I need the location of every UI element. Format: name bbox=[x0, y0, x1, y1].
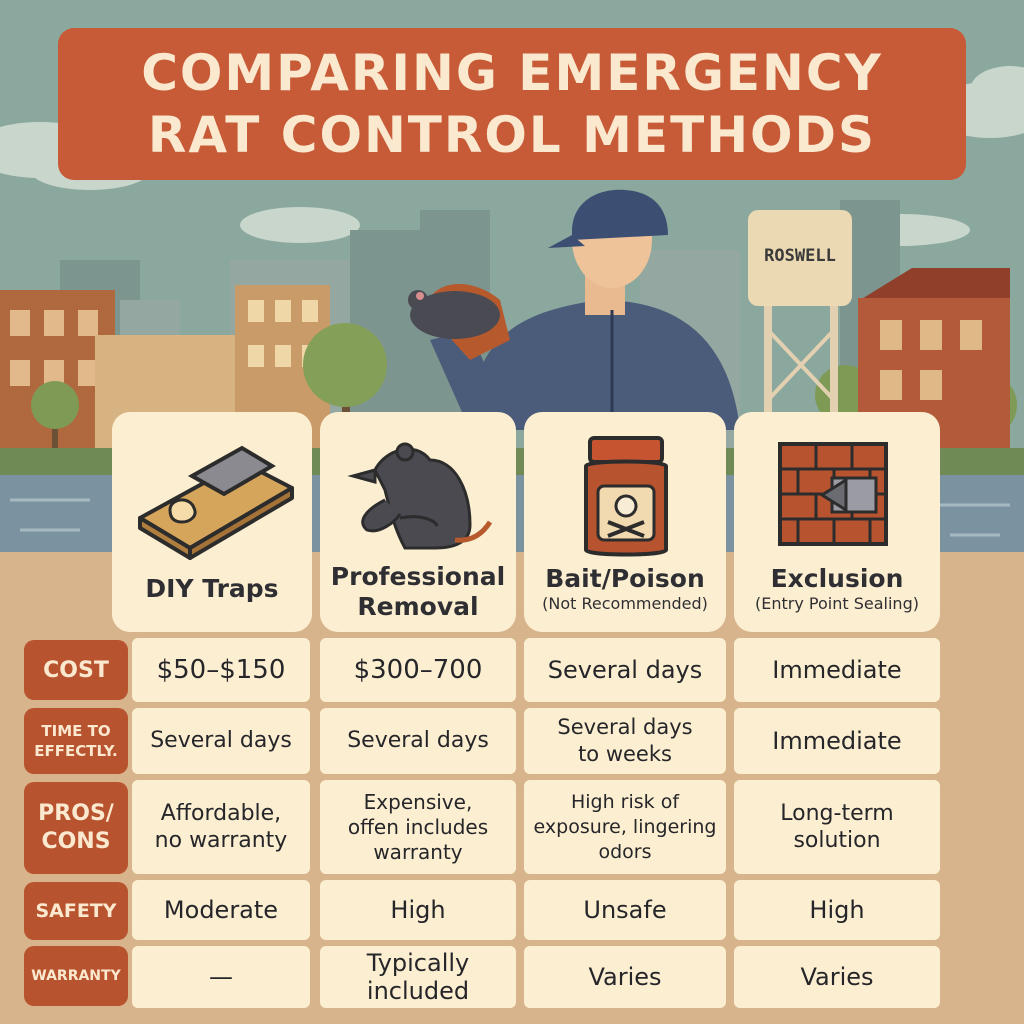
table-cell: Unsafe bbox=[524, 880, 726, 940]
column-header-bait-poison: Bait/Poison (Not Recommended) bbox=[524, 564, 726, 614]
column-title: Exclusion bbox=[770, 564, 904, 593]
table-cell: Expensive, offen includes warranty bbox=[320, 780, 516, 874]
table-cell: Several days bbox=[524, 638, 726, 702]
column-title: DIY Traps bbox=[145, 574, 279, 603]
table-cell: Several days bbox=[320, 708, 516, 774]
table-cell: Long-term solution bbox=[734, 780, 940, 874]
table-cell: Moderate bbox=[132, 880, 310, 940]
row-label-time: TIME TO EFFECTLY. bbox=[24, 708, 128, 774]
table-cell: Varies bbox=[734, 946, 940, 1008]
table-cell: Immediate bbox=[734, 638, 940, 702]
table-cell: Varies bbox=[524, 946, 726, 1008]
column-header-professional-removal: Professional Removal bbox=[320, 562, 516, 622]
table-cell: $300–700 bbox=[320, 638, 516, 702]
row-label-cost: COST bbox=[24, 640, 128, 700]
table-cell: High bbox=[734, 880, 940, 940]
water-tower-sign: ROSWELL bbox=[764, 246, 836, 266]
column-subtitle: (Not Recommended) bbox=[542, 594, 708, 613]
column-header-exclusion: Exclusion (Entry Point Sealing) bbox=[734, 564, 940, 614]
table-cell: Typically included bbox=[320, 946, 516, 1008]
table-cell: High risk of exposure, lingering odors bbox=[524, 780, 726, 874]
row-label-pros-cons: PROS/ CONS bbox=[24, 782, 128, 874]
column-title: Bait/Poison bbox=[545, 564, 705, 593]
title-banner: COMPARING EMERGENCY RAT CONTROL METHODS bbox=[58, 28, 966, 180]
column-title: Professional Removal bbox=[330, 562, 506, 621]
table-cell: Several days bbox=[132, 708, 310, 774]
pest-worker-figure bbox=[408, 189, 740, 430]
row-label-safety: SAFETY bbox=[24, 882, 128, 940]
title-line-1: COMPARING EMERGENCY bbox=[141, 44, 883, 102]
table-cell: Immediate bbox=[734, 708, 940, 774]
table-cell: Affordable, no warranty bbox=[132, 780, 310, 874]
table-cell: $50–$150 bbox=[132, 638, 310, 702]
rat-icon bbox=[347, 442, 493, 550]
column-header-diy-traps: DIY Traps bbox=[112, 574, 312, 604]
brick-wall-icon bbox=[778, 442, 888, 546]
row-label-warranty: WARRANTY bbox=[24, 946, 128, 1006]
table-cell: High bbox=[320, 880, 516, 940]
table-cell: Several days to weeks bbox=[524, 708, 726, 774]
mousetrap-icon bbox=[138, 445, 294, 560]
column-subtitle: (Entry Point Sealing) bbox=[755, 594, 919, 613]
poison-jar-icon bbox=[584, 436, 668, 557]
title-line-2: RAT CONTROL METHODS bbox=[147, 106, 877, 164]
table-cell: — bbox=[132, 946, 310, 1008]
